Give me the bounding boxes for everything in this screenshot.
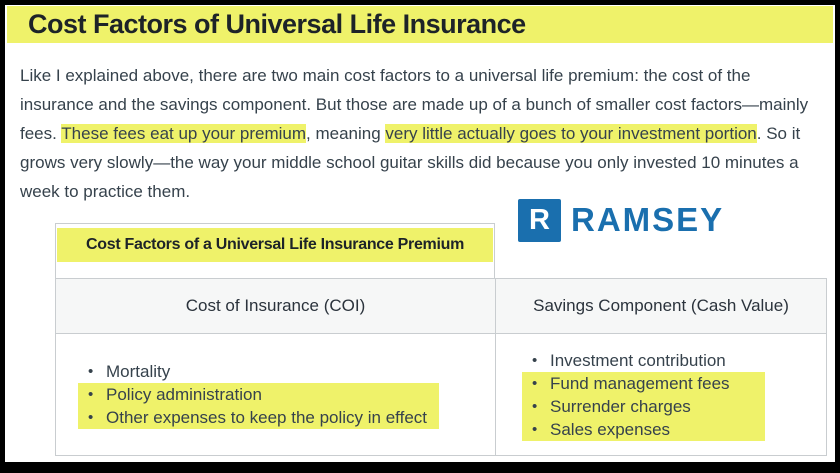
bullet-icon: •: [532, 420, 538, 438]
ramsey-logo-monogram: R: [518, 198, 561, 242]
table-title: Cost Factors of a Universal Life Insuran…: [57, 228, 493, 262]
list-item-label: Investment contribution: [550, 350, 726, 370]
list-item-label: Mortality: [106, 362, 171, 381]
table-title-cell: Cost Factors of a Universal Life Insuran…: [55, 223, 495, 278]
page-title: Cost Factors of Universal Life Insurance: [7, 6, 833, 43]
paragraph-text: , meaning: [306, 124, 386, 143]
bullet-icon: •: [532, 397, 538, 415]
savings-component-list: • Investment contribution • Fund management…: [522, 349, 765, 441]
ramsey-logo: R RAMSEY: [518, 198, 724, 242]
intro-paragraph: Like I explained above, there are two ma…: [20, 61, 821, 206]
list-item: • Other expenses to keep the policy in ef…: [78, 406, 439, 429]
savings-component-cell: • Investment contribution • Fund management…: [495, 333, 827, 456]
cost-of-insurance-list: • Mortality • Policy administration • Other e…: [78, 360, 439, 429]
list-item: • Investment contribution: [522, 349, 765, 372]
list-item: • Surrender charges: [522, 394, 765, 418]
highlighted-text: These fees eat up your premium: [61, 124, 307, 143]
list-item: • Sales expenses: [522, 417, 765, 441]
article-page: Cost Factors of Universal Life Insurance…: [5, 5, 835, 462]
column-header-savings-component: Savings Component (Cash Value): [495, 278, 827, 333]
ramsey-logo-wordmark: RAMSEY: [571, 201, 725, 238]
list-item: • Fund management fees: [522, 371, 765, 395]
column-header-cost-of-insurance: Cost of Insurance (COI): [55, 278, 495, 333]
bullet-icon: •: [532, 351, 538, 369]
list-item: • Mortality: [78, 360, 439, 383]
list-item-label: Surrender charges: [550, 396, 691, 416]
bullet-icon: •: [88, 386, 94, 403]
list-item-label: Sales expenses: [550, 419, 671, 439]
list-item: • Policy administration: [78, 383, 439, 406]
highlighted-text: very little actually goes to your invest…: [385, 124, 757, 143]
bullet-icon: •: [88, 409, 94, 426]
cost-factors-table: Cost Factors of a Universal Life Insuran…: [55, 223, 827, 456]
list-item-label: Policy administration: [106, 385, 262, 404]
bullet-icon: •: [88, 363, 94, 380]
bullet-icon: •: [532, 374, 538, 392]
paragraph-text: Like I explained above, there are two ma…: [20, 66, 809, 143]
list-item-label: Other expenses to keep the policy in eff…: [106, 408, 427, 427]
list-item-label: Fund management fees: [550, 373, 730, 393]
paragraph-text: . So it grows very slowly—the way your m…: [20, 124, 801, 201]
cost-of-insurance-cell: • Mortality • Policy administration • Other e…: [55, 333, 495, 456]
